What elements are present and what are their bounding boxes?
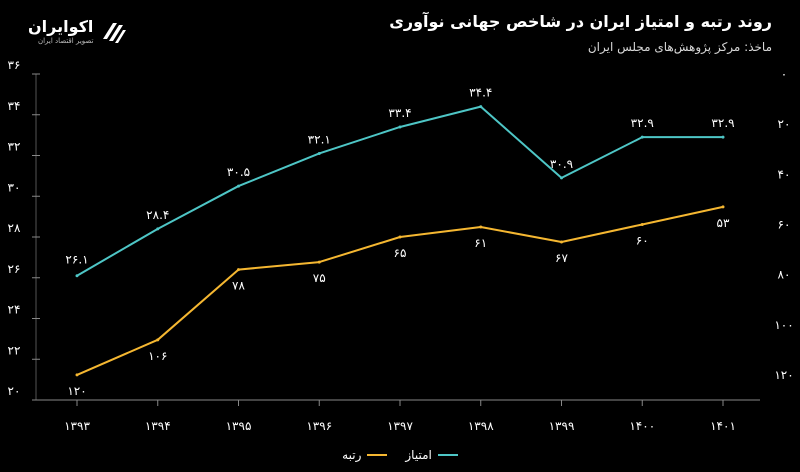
y-left-tick-label: ۲۶	[8, 262, 21, 276]
x-tick-label: ۱۳۹۳	[64, 419, 90, 433]
x-tick-label: ۱۳۹۷	[387, 419, 413, 433]
x-tick-label: ۱۳۹۴	[145, 419, 171, 433]
y-left-tick-label: ۳۲	[8, 140, 21, 154]
data-point-rank	[721, 205, 725, 209]
data-point-score	[398, 125, 402, 129]
series-line-rank	[76, 205, 724, 376]
data-label-rank: ۶۵	[394, 246, 407, 260]
data-point-rank	[560, 240, 563, 244]
data-label-rank: ۷۵	[313, 271, 326, 285]
brand-mark-icon	[103, 23, 127, 43]
brand-name: اکوایران	[28, 17, 94, 36]
y-right-tick-label: ۸۰	[778, 268, 791, 282]
x-tick-label: ۱۴۰۰	[629, 419, 655, 433]
data-point-score	[721, 135, 725, 139]
data-label-score: ۳۲.۹	[631, 116, 654, 130]
data-label-score: ۲۶.۱	[65, 253, 88, 267]
data-label-rank: ۱۰۶	[148, 349, 167, 363]
y-right-tick-label: ۱۰۰	[774, 318, 793, 332]
chart-title: روند رتبه و امتیاز ایران در شاخص جهانی ن…	[389, 12, 772, 31]
data-label-score: ۳۰.۹	[550, 157, 573, 171]
legend-swatch-rank	[367, 454, 388, 456]
data-point-rank	[398, 235, 402, 239]
y-left-tick-label: ۲۴	[8, 303, 21, 317]
legend-label-score: امتیاز	[405, 448, 432, 462]
data-point-score	[237, 184, 240, 188]
data-label-rank: ۶۱	[474, 236, 487, 250]
y-right-tick-label: ۴۰	[778, 167, 791, 181]
legend: امتیاز رتبه	[0, 448, 800, 462]
brand-text: اکوایران تصویر اقتصاد ایران	[28, 18, 93, 46]
legend-item-rank: رتبه	[342, 448, 388, 462]
data-point-score	[156, 227, 160, 231]
y-right-tick-label: ۱۲۰	[774, 368, 793, 382]
y-left-tick-label: ۳۰	[8, 180, 21, 194]
data-label-score: ۳۴.۴	[469, 86, 492, 100]
y-right-tick-label: ۲۰	[778, 117, 791, 131]
y-left-tick-label: ۲۰	[8, 384, 21, 398]
x-tick-label: ۱۳۹۵	[226, 419, 252, 433]
data-label-rank: ۶۰	[636, 233, 649, 247]
chart-source: ماخذ: مرکز پژوهش‌های مجلس ایران	[587, 40, 772, 54]
y-left-tick-label: ۲۲	[8, 343, 21, 357]
brand-logo: اکوایران تصویر اقتصاد ایران	[28, 14, 138, 50]
legend-item-score: امتیاز	[405, 448, 458, 462]
data-point-rank	[237, 268, 240, 272]
brand-tagline: تصویر اقتصاد ایران	[37, 37, 94, 45]
data-point-rank	[156, 338, 160, 342]
data-point-rank	[479, 225, 483, 229]
y-left-tick-label: ۲۸	[8, 221, 21, 235]
data-point-score	[317, 151, 321, 155]
data-label-rank: ۶۷	[555, 251, 568, 265]
data-label-rank: ۵۳	[717, 216, 730, 230]
data-label-score: ۳۲.۱	[308, 132, 331, 146]
x-tick-label: ۱۴۰۱	[710, 419, 736, 433]
data-point-rank	[317, 260, 321, 264]
data-point-score	[479, 105, 483, 109]
data-point-score	[640, 135, 644, 139]
y-right-tick-label: ۶۰	[778, 217, 791, 231]
data-point-rank	[640, 222, 644, 226]
data-point-score	[75, 274, 79, 278]
x-tick-label: ۱۳۹۹	[549, 419, 575, 433]
legend-label-rank: رتبه	[342, 448, 362, 462]
y-left-tick-label: ۳۶	[8, 58, 21, 72]
data-label-score: ۳۳.۴	[388, 106, 411, 120]
data-point-rank	[75, 373, 79, 377]
x-tick-label: ۱۳۹۸	[468, 419, 494, 433]
data-point-score	[560, 176, 563, 180]
data-label-score: ۳۰.۵	[227, 165, 250, 179]
y-left-tick-label: ۳۴	[8, 99, 21, 113]
data-label-rank: ۷۸	[232, 279, 245, 293]
legend-swatch-score	[437, 454, 458, 456]
data-label-score: ۲۸.۴	[146, 208, 169, 222]
data-label-score: ۳۲.۹	[711, 116, 734, 130]
x-tick-label: ۱۳۹۶	[306, 419, 332, 433]
y-right-tick-label: ۰	[781, 67, 787, 81]
data-label-rank: ۱۲۰	[67, 384, 86, 398]
